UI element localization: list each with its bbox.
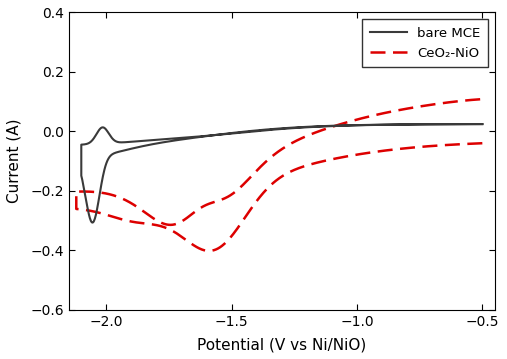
bare MCE <box>89 220 95 225</box>
bare MCE <box>230 131 236 135</box>
X-axis label: Potential (V vs Ni/NiO): Potential (V vs Ni/NiO) <box>197 337 367 352</box>
Y-axis label: Current (A): Current (A) <box>7 119 22 204</box>
bare MCE <box>117 149 123 154</box>
Legend: bare MCE, CeO₂-NiO: bare MCE, CeO₂-NiO <box>361 19 488 67</box>
Line: CeO₂-NiO: CeO₂-NiO <box>76 99 482 251</box>
Line: bare MCE: bare MCE <box>81 124 482 223</box>
bare MCE <box>464 122 470 126</box>
CeO₂-NiO <box>206 249 212 253</box>
CeO₂-NiO <box>427 103 433 107</box>
CeO₂-NiO <box>83 190 89 194</box>
CeO₂-NiO <box>227 193 233 197</box>
bare MCE <box>336 123 342 128</box>
bare MCE <box>479 122 485 126</box>
CeO₂-NiO <box>479 97 485 101</box>
bare MCE <box>428 122 434 126</box>
bare MCE <box>479 122 485 126</box>
bare MCE <box>88 140 94 144</box>
CeO₂-NiO <box>464 142 470 146</box>
CeO₂-NiO <box>479 141 485 145</box>
CeO₂-NiO <box>334 156 340 160</box>
CeO₂-NiO <box>112 215 118 219</box>
